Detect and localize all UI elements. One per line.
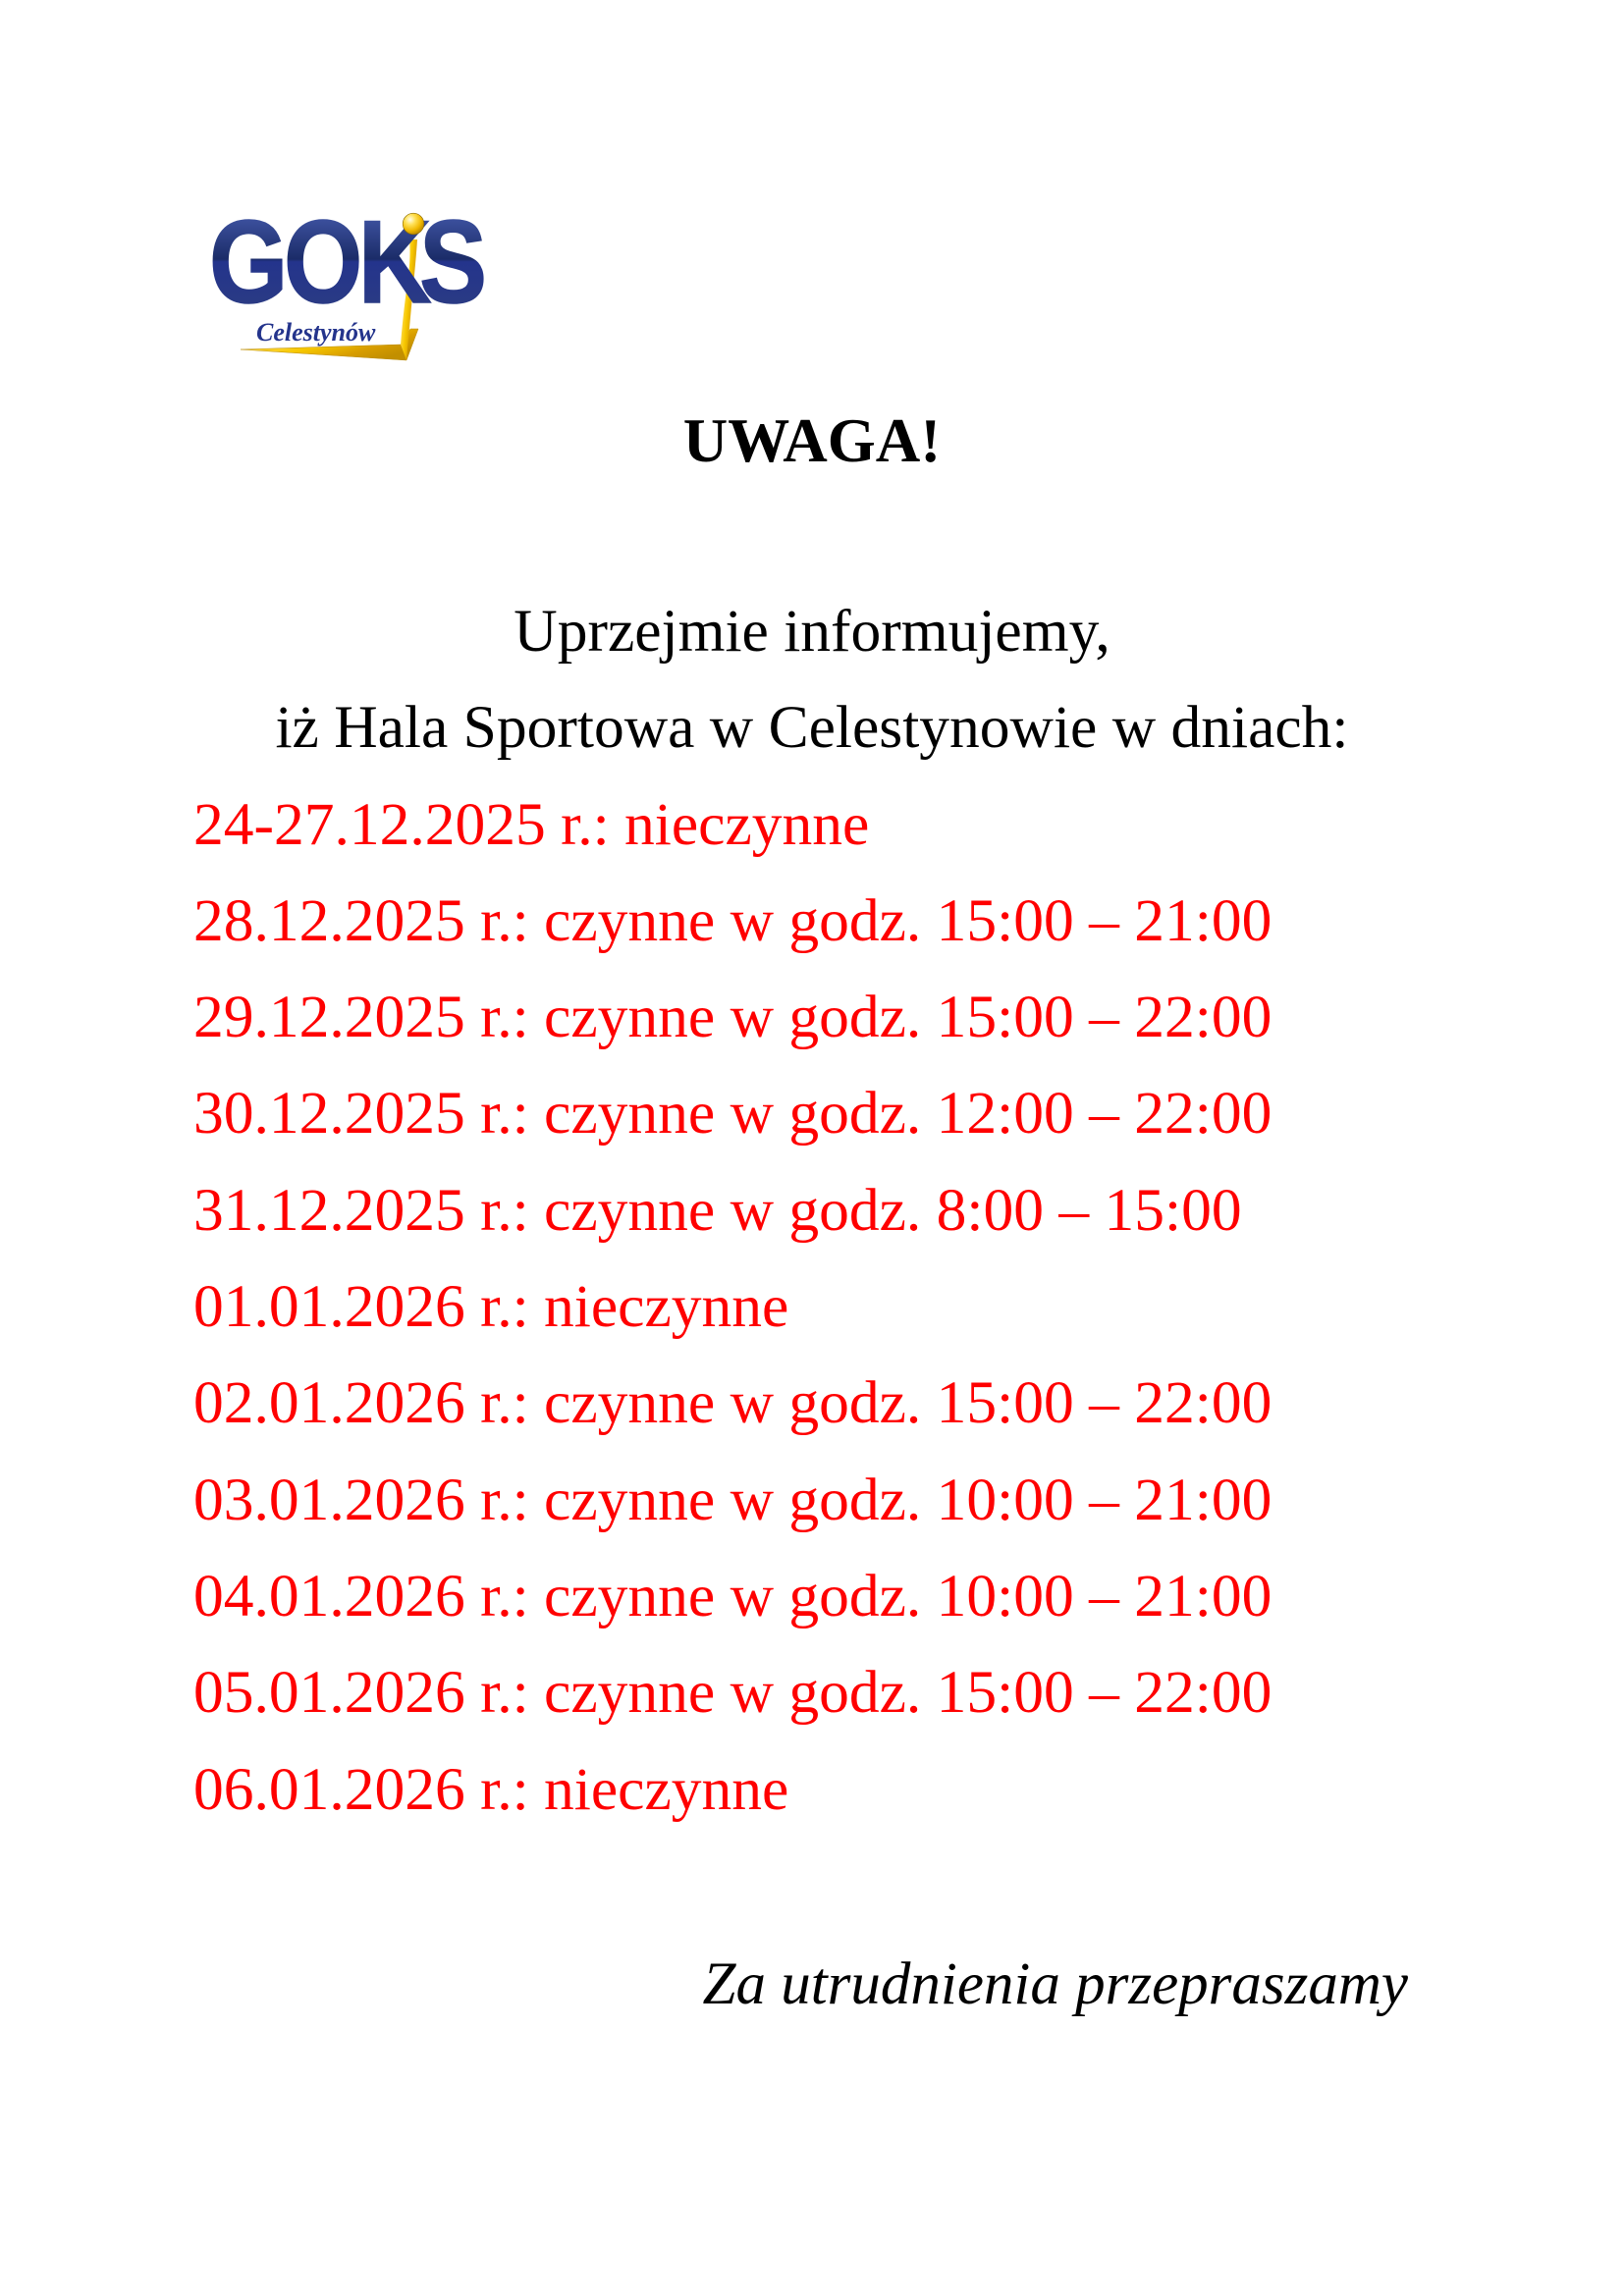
svg-text:GOK: GOK — [209, 201, 431, 328]
svg-text:Celestynów: Celestynów — [256, 318, 376, 347]
svg-text:S: S — [419, 201, 487, 328]
